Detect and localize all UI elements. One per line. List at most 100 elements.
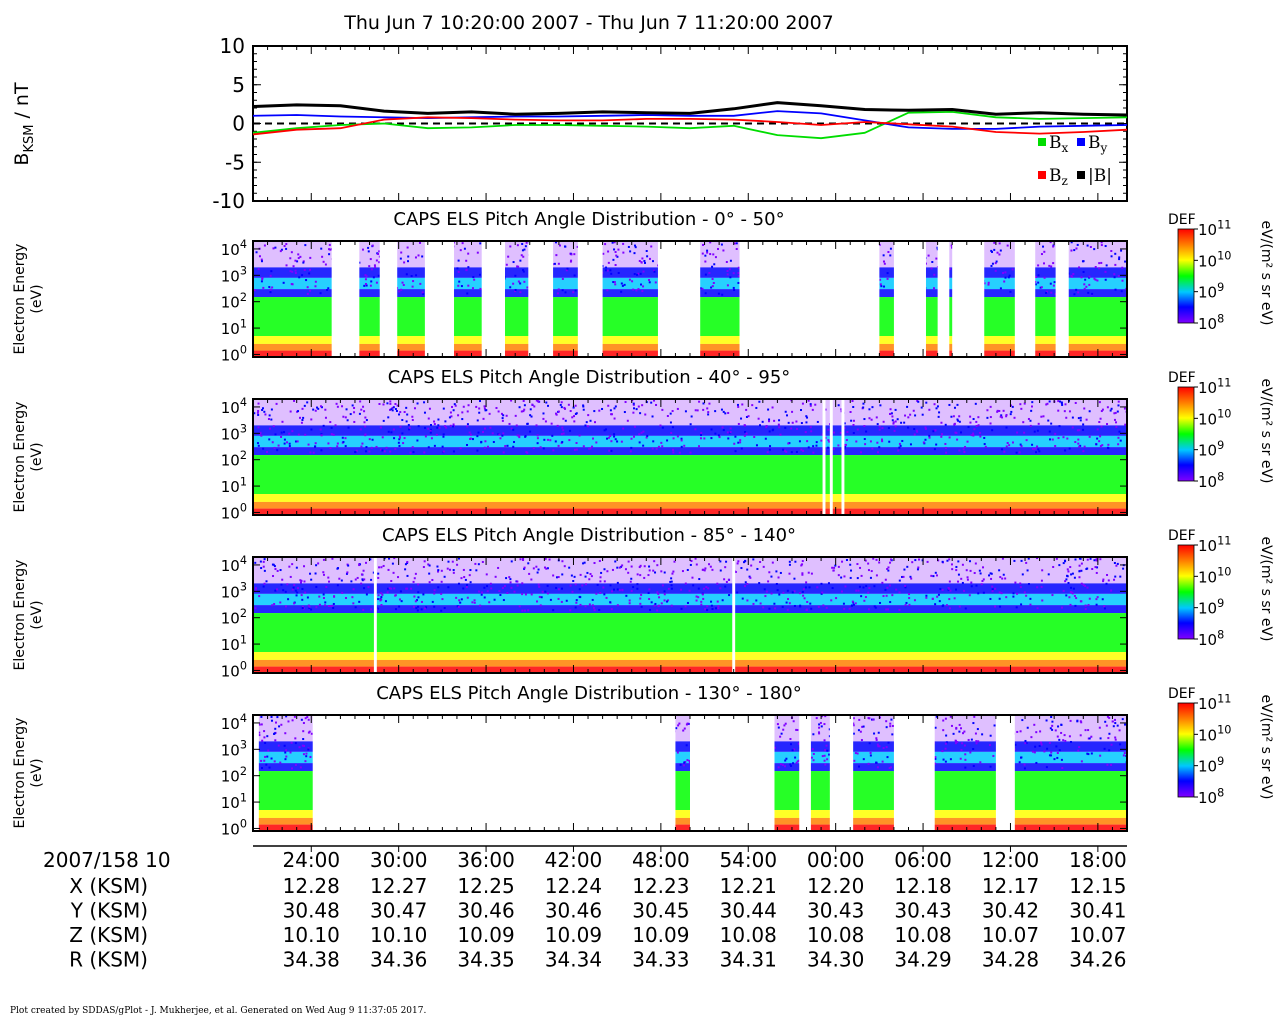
noise-dot bbox=[274, 433, 277, 436]
noise-dot bbox=[391, 409, 394, 412]
noise-dot bbox=[545, 567, 548, 570]
noise-dot bbox=[960, 727, 963, 730]
noise-dot bbox=[625, 594, 628, 597]
noise-dot bbox=[442, 433, 445, 436]
noise-dot bbox=[297, 410, 300, 413]
noise-dot bbox=[815, 441, 818, 444]
noise-dot bbox=[486, 590, 489, 593]
noise-dot bbox=[850, 419, 853, 422]
noise-dot bbox=[482, 417, 485, 420]
noise-dot bbox=[523, 404, 526, 407]
noise-dot bbox=[1117, 436, 1120, 439]
noise-dot bbox=[641, 290, 644, 293]
noise-dot bbox=[1084, 585, 1087, 588]
noise-dot bbox=[1096, 279, 1099, 282]
noise-dot bbox=[310, 608, 313, 611]
ephemeris-value: 12.23 bbox=[632, 874, 689, 898]
noise-dot bbox=[787, 598, 790, 601]
noise-dot bbox=[990, 572, 993, 575]
noise-dot bbox=[991, 588, 994, 591]
colorbar-tick-label: 1011 bbox=[1198, 376, 1231, 397]
noise-dot bbox=[935, 257, 938, 260]
noise-dot bbox=[670, 604, 673, 607]
noise-dot bbox=[570, 574, 573, 577]
noise-dot bbox=[308, 289, 311, 292]
noise-dot bbox=[941, 433, 944, 436]
noise-dot bbox=[428, 407, 431, 410]
noise-dot bbox=[979, 761, 982, 764]
noise-dot bbox=[274, 246, 277, 249]
noise-dot bbox=[661, 445, 664, 448]
ephemeris-value: 10.08 bbox=[807, 923, 864, 947]
noise-dot bbox=[1004, 276, 1007, 279]
noise-dot bbox=[994, 269, 997, 272]
noise-dot bbox=[768, 420, 771, 423]
noise-dot bbox=[380, 566, 383, 569]
noise-dot bbox=[969, 421, 972, 424]
noise-dot bbox=[1074, 604, 1077, 607]
noise-dot bbox=[477, 563, 480, 566]
noise-dot bbox=[711, 285, 714, 288]
noise-dot bbox=[508, 576, 511, 579]
noise-dot bbox=[640, 605, 643, 608]
noise-dot bbox=[1122, 754, 1125, 757]
noise-dot bbox=[989, 422, 992, 425]
noise-dot bbox=[304, 591, 307, 594]
noise-dot bbox=[555, 586, 558, 589]
noise-dot bbox=[851, 600, 854, 603]
noise-dot bbox=[380, 603, 383, 606]
pitch-panel-4: CAPS ELS Pitch Angle Distribution - 130°… bbox=[12, 683, 1274, 838]
noise-dot bbox=[708, 271, 711, 274]
noise-dot bbox=[1086, 567, 1089, 570]
noise-dot bbox=[383, 450, 386, 453]
noise-dot bbox=[1024, 742, 1027, 745]
noise-dot bbox=[862, 406, 865, 409]
noise-dot bbox=[822, 604, 825, 607]
noise-dot bbox=[897, 449, 900, 452]
noise-dot bbox=[400, 251, 403, 254]
noise-dot bbox=[1013, 416, 1016, 419]
noise-dot bbox=[293, 584, 296, 587]
noise-dot bbox=[660, 602, 663, 605]
noise-dot bbox=[1053, 758, 1056, 761]
noise-dot bbox=[1113, 412, 1116, 415]
noise-dot bbox=[933, 273, 936, 276]
ephemeris-label: Y (KSM) bbox=[70, 899, 148, 923]
colorbar-unit: eV/(m² s sr eV) bbox=[1258, 379, 1274, 484]
noise-dot bbox=[306, 286, 309, 289]
noise-dot bbox=[361, 248, 364, 251]
noise-dot bbox=[1095, 598, 1098, 601]
noise-dot bbox=[736, 562, 739, 565]
noise-dot bbox=[1101, 598, 1104, 601]
noise-dot bbox=[1034, 745, 1037, 748]
noise-dot bbox=[327, 605, 330, 608]
noise-dot bbox=[764, 437, 767, 440]
noise-dot bbox=[1123, 407, 1126, 410]
noise-dot bbox=[514, 290, 517, 293]
noise-dot bbox=[956, 418, 959, 421]
noise-dot bbox=[268, 286, 271, 289]
ephemeris-value: 30.48 bbox=[283, 899, 340, 923]
noise-dot bbox=[979, 572, 982, 575]
noise-dot bbox=[942, 604, 945, 607]
noise-dot bbox=[607, 250, 610, 253]
noise-dot bbox=[536, 434, 539, 437]
noise-dot bbox=[891, 594, 894, 597]
noise-dot bbox=[450, 415, 453, 418]
noise-dot bbox=[861, 725, 864, 728]
ephemeris-label: X (KSM) bbox=[69, 874, 148, 898]
noise-dot bbox=[1074, 440, 1077, 443]
noise-dot bbox=[934, 726, 937, 729]
noise-dot bbox=[413, 595, 416, 598]
noise-dot bbox=[632, 586, 635, 589]
noise-dot bbox=[641, 404, 644, 407]
noise-dot bbox=[975, 584, 978, 587]
noise-dot bbox=[824, 749, 827, 752]
noise-dot bbox=[449, 424, 452, 427]
noise-dot bbox=[686, 759, 689, 762]
noise-dot bbox=[1033, 723, 1036, 726]
noise-dot bbox=[627, 571, 630, 574]
noise-dot bbox=[327, 287, 330, 290]
noise-dot bbox=[461, 418, 464, 421]
noise-dot bbox=[378, 261, 381, 264]
